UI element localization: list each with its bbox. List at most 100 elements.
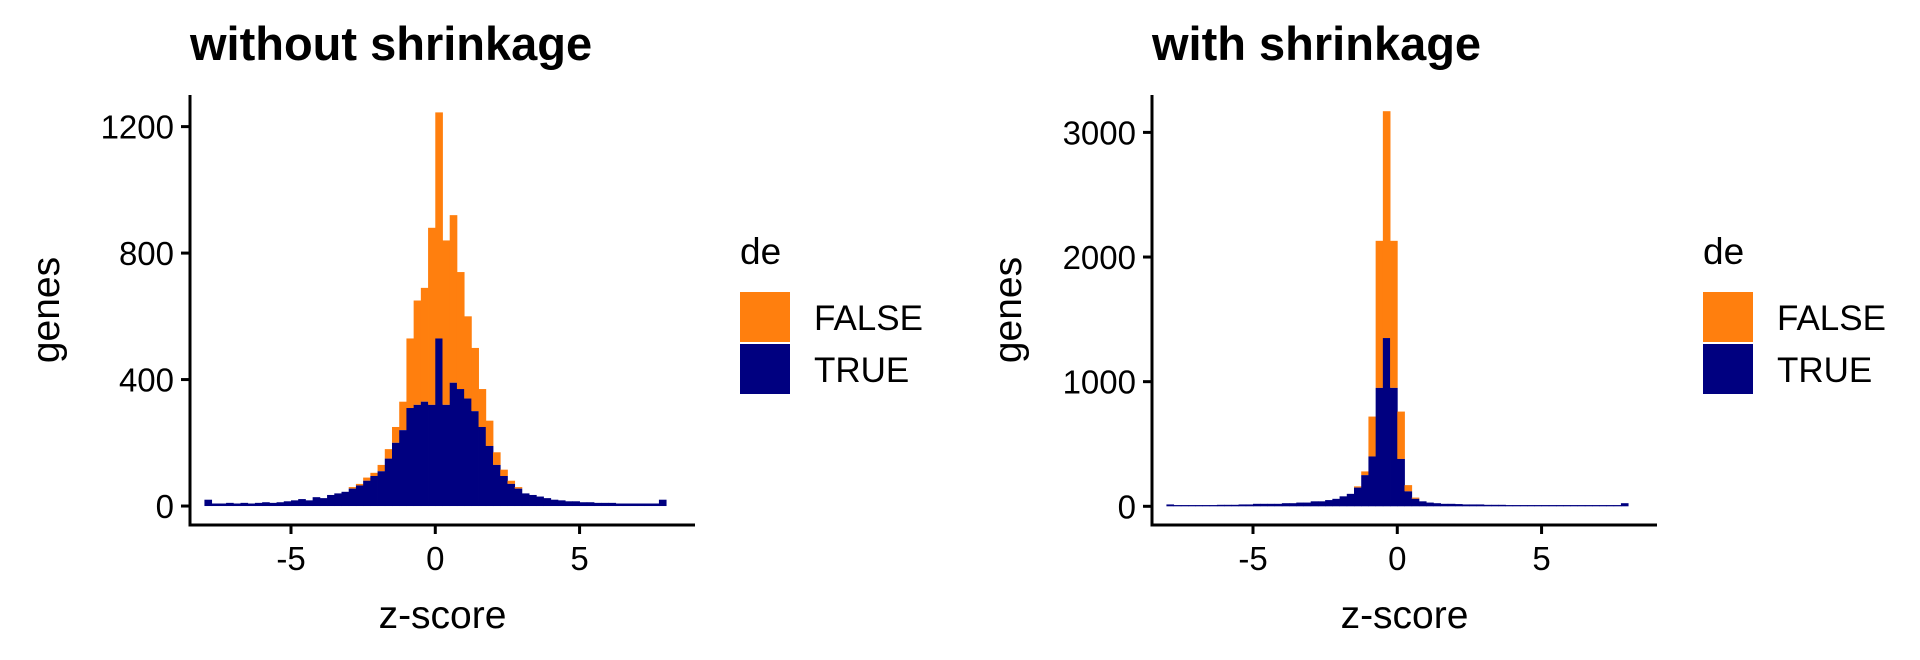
bar-true: [521, 493, 530, 507]
bar-true: [1462, 504, 1470, 507]
bar-false: [456, 272, 465, 390]
bar-false: [406, 338, 415, 409]
bar-true: [1519, 505, 1528, 507]
bar-true: [1577, 505, 1586, 507]
bar-true: [1491, 504, 1499, 507]
bar-true: [615, 503, 624, 507]
bar-true: [550, 499, 559, 507]
bar-true: [594, 502, 602, 507]
bar-true: [327, 494, 335, 507]
bar-true: [298, 499, 306, 507]
bar-true: [1202, 505, 1211, 507]
bar-true: [622, 503, 631, 507]
bar-true: [1296, 502, 1304, 507]
bar-true: [1483, 504, 1492, 507]
bar-false: [449, 215, 458, 383]
bar-true: [1274, 503, 1283, 507]
bar-true: [1354, 487, 1362, 507]
bar-true: [543, 498, 552, 507]
bar-true: [1216, 504, 1225, 507]
bar-true: [1188, 505, 1196, 507]
bar-true: [1238, 504, 1247, 507]
bar-true: [341, 491, 350, 507]
bar-true: [1310, 501, 1319, 507]
bar-true: [1433, 503, 1441, 507]
bar-false: [1404, 485, 1413, 492]
bar-true: [1599, 505, 1607, 507]
bar-false: [442, 240, 451, 405]
bar-true: [608, 502, 617, 507]
bar-true: [586, 502, 595, 507]
bar-false: [355, 483, 364, 486]
bar-true: [557, 500, 566, 507]
bar-true: [1476, 504, 1485, 507]
bar-false: [420, 287, 429, 402]
bar-true: [1303, 502, 1312, 507]
bar-true: [283, 501, 292, 507]
legend-title: de: [740, 231, 781, 272]
bar-true: [1397, 458, 1405, 507]
bar-true: [1375, 387, 1384, 507]
bar-true: [384, 458, 393, 507]
x-axis-label: z-score: [379, 594, 507, 637]
y-tick-label: 1200: [101, 109, 174, 146]
bar-true: [233, 503, 241, 507]
bar-true: [572, 501, 580, 507]
y-tick-label: 3000: [1063, 114, 1136, 151]
x-tick-label: -5: [1238, 540, 1267, 577]
bar-true: [442, 404, 451, 507]
bar-true: [211, 503, 220, 507]
x-tick-label: -5: [276, 540, 305, 577]
bar-true: [226, 502, 234, 507]
bar-false: [1397, 411, 1405, 459]
bar-false: [500, 469, 508, 476]
x-tick-label: 0: [426, 540, 444, 577]
bar-false: [413, 300, 422, 405]
bar-true: [644, 503, 653, 507]
bar-true: [1527, 505, 1535, 507]
bar-true: [1563, 505, 1571, 507]
legend-label-false: FALSE: [814, 299, 923, 338]
bar-true: [579, 502, 588, 507]
y-tick-label: 2000: [1063, 239, 1136, 276]
panel-without-shrinkage: without shrinkage 0 400 800 1200 -5 0 5 z-score g…: [25, 17, 923, 637]
bar-true: [637, 503, 645, 507]
bar-false: [1411, 497, 1420, 499]
bar-true: [269, 502, 277, 507]
bar-true: [1404, 491, 1413, 507]
bar-true: [1411, 498, 1420, 507]
bar-true: [435, 338, 443, 507]
bar-false: [514, 487, 523, 489]
bar-false: [1361, 471, 1369, 476]
bar-true: [514, 488, 523, 507]
bar-true: [529, 494, 537, 507]
bar-true: [1382, 338, 1391, 507]
bar-true: [399, 430, 407, 507]
bar-true: [305, 500, 314, 507]
bar-true: [1260, 503, 1268, 507]
bar-false: [1368, 416, 1377, 457]
bar-true: [1418, 501, 1427, 507]
legend: de FALSE TRUE: [1703, 231, 1886, 394]
bar-true: [1173, 505, 1182, 507]
bar-true: [1455, 504, 1463, 507]
bar-false: [435, 112, 443, 339]
chart-title: with shrinkage: [1151, 17, 1481, 70]
x-tick-label: 0: [1388, 540, 1406, 577]
bar-true: [1281, 503, 1290, 507]
bar-false: [1382, 111, 1391, 339]
bar-true: [1339, 496, 1348, 507]
bar-true: [377, 471, 386, 507]
bar-true: [254, 502, 263, 507]
legend-label-true: TRUE: [814, 351, 909, 390]
bar-true: [1390, 387, 1398, 507]
bar-true: [334, 493, 342, 507]
bar-true: [1346, 493, 1355, 507]
bar-false: [377, 464, 386, 472]
legend-label-false: FALSE: [1777, 299, 1886, 338]
bar-true: [312, 497, 321, 507]
bar-true: [355, 485, 364, 507]
legend-title: de: [1703, 231, 1744, 272]
bar-false: [1375, 240, 1384, 388]
bar-true: [1289, 503, 1297, 507]
